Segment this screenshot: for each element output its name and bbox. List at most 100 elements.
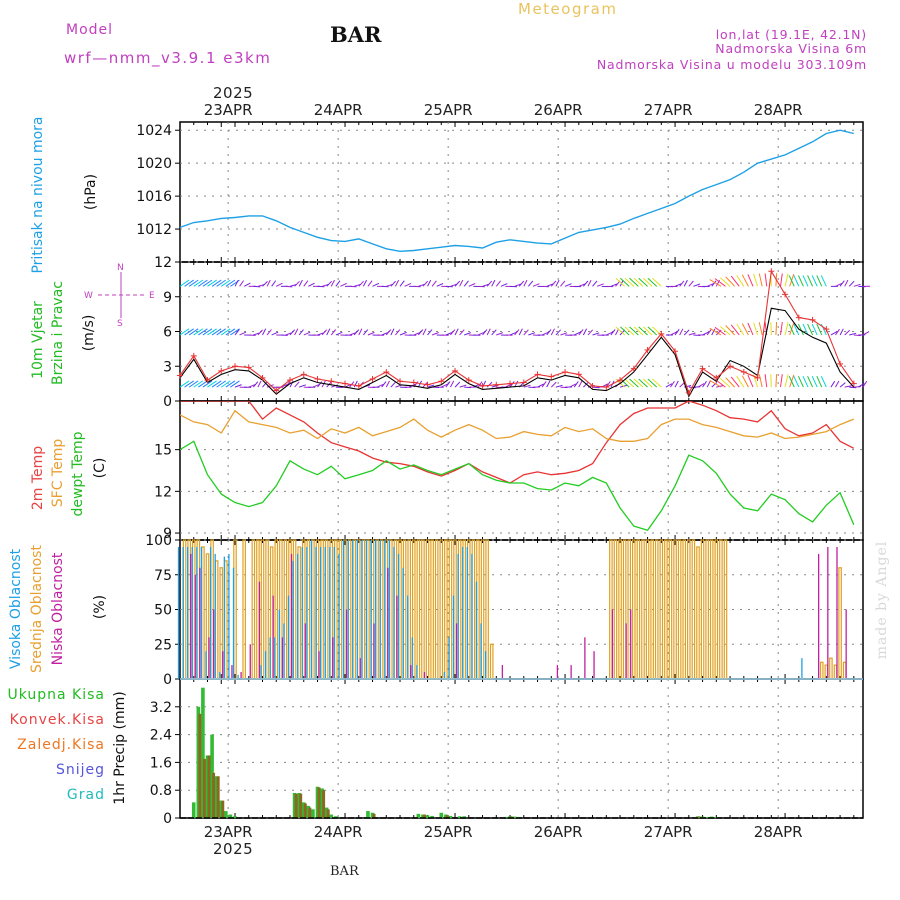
wind-barb — [404, 282, 412, 287]
legend-snow: Snijeg — [56, 762, 105, 778]
wind-barb — [587, 279, 592, 287]
precip-total-bar — [233, 816, 237, 818]
temp-ylabel-1: 2m Temp — [30, 446, 46, 510]
wind-barb — [188, 328, 199, 336]
gust-marker — [204, 377, 211, 384]
wind-barb — [243, 282, 251, 287]
wind-barb — [239, 331, 247, 336]
wind-barb — [555, 279, 560, 287]
wind-barb — [807, 275, 814, 287]
cloud-bar-mid — [677, 539, 682, 680]
wind-barb — [225, 380, 236, 388]
cloud-bar-mid — [343, 539, 347, 680]
cloud-bar-mid — [201, 546, 205, 680]
precip-conv-bar — [212, 772, 216, 818]
wind-barb — [527, 280, 534, 287]
cloud-bar-mid — [205, 553, 210, 680]
wind-barb — [606, 331, 613, 336]
wind-barb — [202, 279, 213, 287]
precip-conv-bar — [317, 787, 321, 818]
wind-barb — [741, 323, 749, 336]
wind-barb — [697, 383, 705, 388]
wind-barb — [560, 280, 566, 287]
wind-barb — [193, 279, 204, 287]
gust-marker — [562, 369, 569, 376]
wind-barb — [179, 328, 190, 336]
wind-barb — [459, 384, 467, 388]
precip-conv-bar — [308, 807, 312, 818]
gust-marker — [754, 374, 761, 381]
wind-barb — [633, 378, 644, 388]
wind-barb — [335, 331, 343, 336]
cloud-bar-mid — [384, 539, 389, 680]
wind-barb — [747, 322, 754, 336]
wind-barb — [271, 280, 277, 287]
wind-barb — [629, 326, 639, 336]
gust-marker — [328, 378, 335, 385]
wind-barb — [788, 275, 795, 287]
cloud-bar-mid — [664, 539, 668, 680]
wind-barb — [225, 279, 236, 287]
wind-barb — [216, 279, 226, 287]
wind-barb — [202, 328, 213, 336]
station-elevation: Nadmorska Visina 6m — [715, 41, 867, 56]
ytick-label-clouds: 0 — [163, 672, 172, 688]
wind-barb — [816, 323, 823, 336]
wind-barb — [541, 331, 549, 336]
wind-barb — [546, 329, 552, 336]
wind-barb — [674, 380, 679, 388]
wind-barb — [353, 329, 360, 336]
cloud-bar-mid — [696, 546, 700, 680]
wind-barb — [381, 332, 389, 336]
wind-barb — [797, 275, 804, 287]
precip-total-bar — [421, 814, 425, 818]
compass-n: N — [117, 263, 124, 273]
wind-barb — [454, 280, 461, 287]
compass-s: S — [117, 319, 123, 329]
wind-barb — [730, 275, 740, 287]
wind-barb — [596, 283, 604, 287]
wind-barb — [858, 382, 865, 388]
ytick-label-temperature: 12 — [154, 484, 172, 500]
wind-barb — [417, 329, 424, 336]
wind-barb — [486, 328, 491, 336]
legend-conv-rain: Konvek.Kisa — [10, 712, 105, 728]
wind-barb — [642, 277, 653, 287]
wind-barb — [285, 285, 293, 288]
wind-barb — [674, 329, 680, 336]
wind-barb — [294, 328, 299, 336]
cloud-bar-mid — [457, 539, 462, 680]
wind-barb — [207, 279, 217, 287]
wind-barb — [719, 378, 731, 388]
wind-barb — [674, 283, 682, 287]
wind-barb — [624, 277, 635, 287]
gust-marker — [795, 314, 802, 321]
wind-barb — [706, 283, 714, 287]
wind-barb — [573, 381, 579, 388]
pressure-unit: (hPa) — [83, 174, 99, 210]
wind-barb — [862, 331, 870, 336]
wind-barb — [413, 332, 421, 336]
gust-marker — [287, 377, 294, 384]
year-top: 2025 — [213, 84, 253, 102]
credit-watermark: made by Angel — [874, 541, 890, 660]
wind-barb — [266, 329, 272, 336]
wind-barb — [220, 328, 231, 336]
gust-marker — [397, 378, 404, 385]
wind-barb — [546, 283, 554, 287]
wind-barb — [376, 383, 384, 388]
gust-marker — [190, 352, 197, 359]
gust-marker — [699, 365, 706, 372]
cloud-bar-mid — [645, 539, 650, 680]
wind-barb — [234, 384, 242, 388]
gust-marker — [355, 382, 362, 389]
year-bottom: 2025 — [213, 840, 253, 858]
cloud-bar-mid — [705, 539, 709, 680]
wind-barb — [793, 275, 800, 287]
cloud-unit: (%) — [92, 595, 108, 619]
wind-barb — [518, 280, 525, 287]
wind-barb — [793, 375, 800, 388]
wind-barb — [459, 279, 464, 287]
wind-ylabel-2: Brzina i Pravac — [50, 281, 66, 385]
ytick-label-wind: 12 — [154, 255, 172, 271]
